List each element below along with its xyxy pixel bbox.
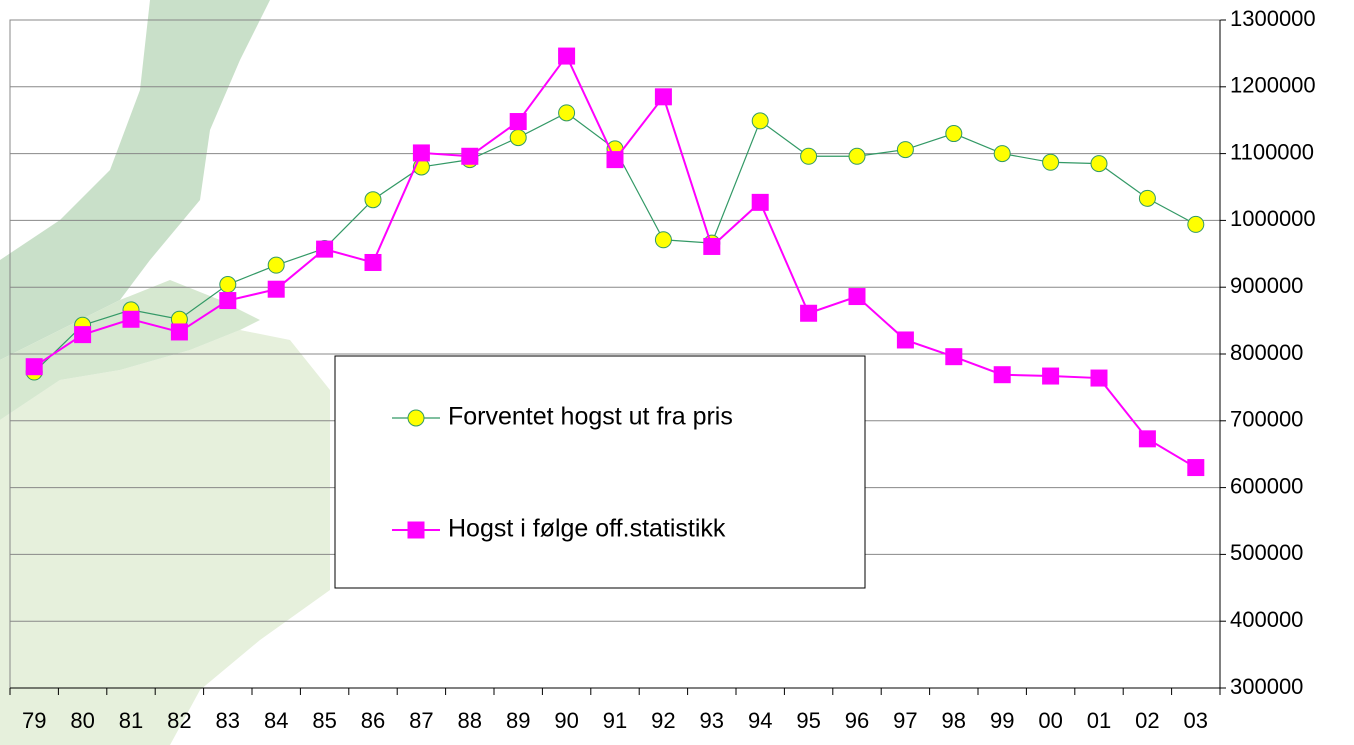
marker [510,114,526,130]
marker [897,332,913,348]
marker [1139,431,1155,447]
x-tick-label: 88 [458,708,482,733]
marker [268,257,284,273]
x-tick-label: 99 [990,708,1014,733]
marker [26,359,42,375]
x-tick-label: 81 [119,708,143,733]
marker [1139,190,1155,206]
x-tick-label: 80 [70,708,94,733]
y-tick-label: 600000 [1230,473,1303,498]
marker [220,277,236,293]
y-tick-label: 800000 [1230,340,1303,365]
marker [510,130,526,146]
x-tick-label: 86 [361,708,385,733]
marker [1188,216,1204,232]
marker [365,192,381,208]
map-shape [0,330,330,745]
marker [317,241,333,257]
marker [801,305,817,321]
x-tick-label: 93 [700,708,724,733]
background-map [0,0,330,745]
marker [75,327,91,343]
marker [1091,370,1107,386]
marker [752,113,768,129]
marker [1043,368,1059,384]
x-tick-label: 90 [554,708,578,733]
marker [220,293,236,309]
y-tick-label: 1100000 [1230,139,1314,164]
marker [994,146,1010,162]
y-tick-label: 400000 [1230,607,1303,632]
legend-marker [408,410,424,426]
x-tick-label: 97 [893,708,917,733]
x-tick-label: 95 [796,708,820,733]
x-tick-label: 00 [1038,708,1062,733]
marker [1043,154,1059,170]
legend-marker [408,522,424,538]
y-tick-label: 900000 [1230,273,1303,298]
marker [994,367,1010,383]
marker [171,324,187,340]
marker [123,311,139,327]
marker [849,148,865,164]
x-tick-label: 85 [312,708,336,733]
marker [704,238,720,254]
x-tick-label: 84 [264,708,288,733]
marker [801,148,817,164]
marker [559,48,575,64]
marker [897,142,913,158]
marker [655,89,671,105]
x-tick-label: 01 [1087,708,1111,733]
marker [365,254,381,270]
x-tick-label: 89 [506,708,530,733]
x-tick-label: 03 [1184,708,1208,733]
legend-box [335,356,865,588]
legend-label: Hogst i følge off.statistikk [448,515,726,543]
y-tick-label: 700000 [1230,407,1303,432]
y-tick-label: 1200000 [1230,73,1316,98]
legend-label: Forventet hogst ut fra pris [448,403,733,431]
x-tick-label: 83 [216,708,240,733]
y-tick-label: 1300000 [1230,6,1316,31]
marker [462,148,478,164]
marker [849,289,865,305]
marker [752,194,768,210]
marker [655,232,671,248]
marker [946,126,962,142]
x-tick-label: 98 [942,708,966,733]
marker [946,349,962,365]
marker [1091,156,1107,172]
marker [607,152,623,168]
chart: 3000004000005000006000007000008000009000… [0,0,1354,745]
marker [413,145,429,161]
x-tick-label: 87 [409,708,433,733]
x-tick-label: 82 [167,708,191,733]
x-tick-label: 96 [845,708,869,733]
x-tick-label: 79 [22,708,46,733]
y-tick-label: 500000 [1230,540,1303,565]
x-tick-label: 94 [748,708,772,733]
x-tick-label: 02 [1135,708,1159,733]
y-tick-label: 1000000 [1230,206,1316,231]
marker [1188,460,1204,476]
x-tick-label: 92 [651,708,675,733]
marker [559,105,575,121]
y-tick-label: 300000 [1230,674,1303,699]
marker [268,281,284,297]
x-tick-label: 91 [603,708,627,733]
